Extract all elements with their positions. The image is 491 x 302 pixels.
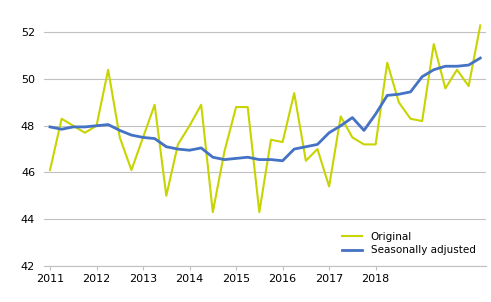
Original (350, 136, 355, 139)
Original (105, 68, 111, 72)
Seasonally adjusted (303, 145, 309, 149)
Original (303, 159, 309, 162)
Original (187, 124, 192, 127)
Seasonally adjusted (384, 94, 390, 97)
Original (47, 168, 53, 172)
Line: Seasonally adjusted: Seasonally adjusted (50, 58, 480, 161)
Seasonally adjusted (268, 158, 274, 161)
Original (431, 42, 436, 46)
Original (291, 91, 297, 95)
Seasonally adjusted (396, 92, 402, 96)
Seasonally adjusted (221, 158, 227, 161)
Original (280, 140, 286, 144)
Original (233, 105, 239, 109)
Seasonally adjusted (373, 112, 379, 116)
Original (442, 87, 448, 90)
Original (82, 131, 88, 135)
Seasonally adjusted (338, 124, 344, 127)
Seasonally adjusted (210, 156, 216, 159)
Original (245, 105, 250, 109)
Seasonally adjusted (431, 68, 436, 72)
Seasonally adjusted (70, 125, 76, 129)
Original (152, 103, 158, 107)
Seasonally adjusted (94, 124, 100, 127)
Seasonally adjusted (140, 136, 146, 139)
Seasonally adjusted (129, 133, 135, 137)
Seasonally adjusted (82, 125, 88, 129)
Original (396, 101, 402, 104)
Seasonally adjusted (175, 147, 181, 151)
Original (361, 143, 367, 146)
Seasonally adjusted (164, 145, 169, 149)
Original (59, 117, 65, 120)
Seasonally adjusted (187, 149, 192, 152)
Original (129, 168, 135, 172)
Seasonally adjusted (361, 129, 367, 132)
Seasonally adjusted (465, 63, 471, 67)
Original (94, 124, 100, 127)
Seasonally adjusted (198, 146, 204, 150)
Original (256, 210, 262, 214)
Original (477, 24, 483, 27)
Line: Original: Original (50, 25, 480, 212)
Original (70, 124, 76, 127)
Original (140, 136, 146, 139)
Legend: Original, Seasonally adjusted: Original, Seasonally adjusted (336, 227, 481, 261)
Original (315, 147, 321, 151)
Seasonally adjusted (326, 131, 332, 135)
Original (454, 68, 460, 72)
Seasonally adjusted (47, 125, 53, 129)
Original (384, 61, 390, 65)
Seasonally adjusted (245, 156, 250, 159)
Seasonally adjusted (280, 159, 286, 162)
Seasonally adjusted (152, 137, 158, 140)
Seasonally adjusted (477, 56, 483, 60)
Original (268, 138, 274, 142)
Seasonally adjusted (350, 116, 355, 119)
Seasonally adjusted (454, 64, 460, 68)
Seasonally adjusted (419, 75, 425, 79)
Seasonally adjusted (256, 158, 262, 161)
Seasonally adjusted (408, 90, 413, 94)
Original (465, 84, 471, 88)
Original (326, 185, 332, 188)
Original (117, 136, 123, 139)
Seasonally adjusted (117, 129, 123, 132)
Seasonally adjusted (291, 147, 297, 151)
Seasonally adjusted (59, 127, 65, 131)
Original (419, 119, 425, 123)
Original (164, 194, 169, 198)
Original (175, 143, 181, 146)
Original (198, 103, 204, 107)
Original (221, 149, 227, 153)
Original (338, 114, 344, 118)
Original (373, 143, 379, 146)
Seasonally adjusted (233, 157, 239, 160)
Seasonally adjusted (442, 64, 448, 68)
Seasonally adjusted (105, 123, 111, 127)
Original (408, 117, 413, 120)
Seasonally adjusted (315, 143, 321, 146)
Original (210, 210, 216, 214)
